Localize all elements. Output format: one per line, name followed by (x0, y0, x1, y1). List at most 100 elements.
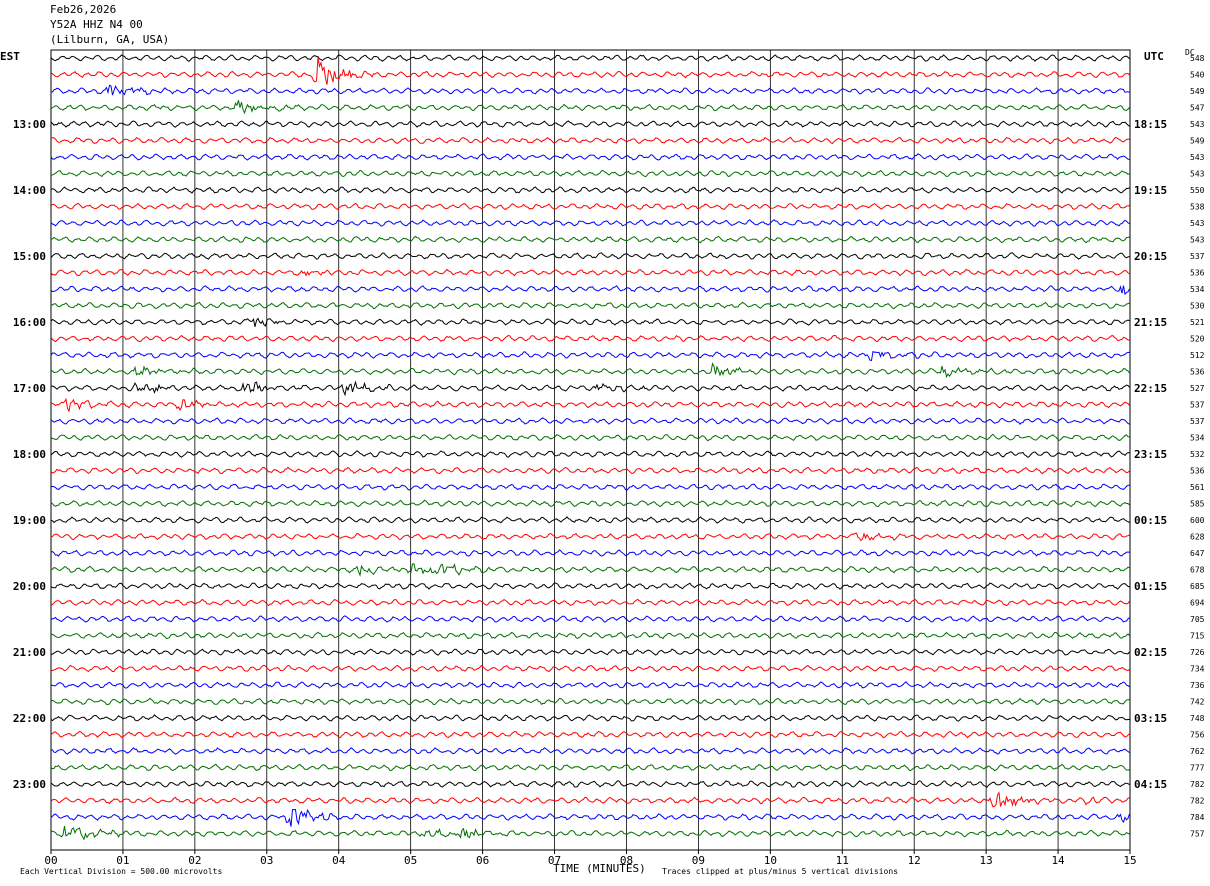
dc-offset-value: 540 (1190, 71, 1205, 80)
seismic-trace-31 (50, 549, 1130, 557)
seismic-trace-47 (50, 808, 1130, 827)
seismic-trace-3 (50, 84, 1130, 96)
dc-offset-value: 547 (1190, 104, 1205, 113)
seismic-trace-14 (50, 268, 1130, 277)
seismic-trace-20 (50, 362, 1130, 379)
seismic-trace-2 (50, 57, 1130, 85)
seismic-trace-29 (50, 516, 1130, 524)
dc-offset-value: 678 (1190, 566, 1205, 575)
x-tick-label: 02 (188, 854, 201, 867)
seismic-trace-35 (50, 615, 1130, 623)
seismic-trace-36 (50, 631, 1130, 640)
clip-note: Traces clipped at plus/minus 5 vertical … (662, 867, 899, 876)
dc-offset-value: 561 (1190, 483, 1205, 492)
dc-header-label: DC (1185, 48, 1195, 57)
dc-offset-value: 543 (1190, 120, 1205, 129)
x-tick-label: 10 (764, 854, 777, 867)
left-hour-label: 17:00 (13, 382, 46, 395)
dc-offset-value: 543 (1190, 236, 1205, 245)
dc-offset-value: 715 (1190, 632, 1205, 641)
x-tick-label: 01 (116, 854, 129, 867)
scale-note: Each Vertical Division = 500.00 microvol… (20, 867, 223, 876)
chart-date: Feb26,2026 (50, 3, 117, 16)
seismic-trace-43 (50, 747, 1130, 755)
right-hour-label: 00:15 (1134, 514, 1167, 527)
seismic-trace-18 (50, 334, 1130, 343)
seismic-trace-41 (50, 714, 1130, 722)
dc-offset-value: 532 (1190, 450, 1205, 459)
seismic-trace-5 (50, 120, 1130, 128)
x-tick-label: 12 (908, 854, 921, 867)
left-hour-label: 18:00 (13, 448, 46, 461)
seismic-trace-27 (50, 483, 1130, 491)
x-tick-label: 05 (404, 854, 417, 867)
dc-offset-value: 512 (1190, 351, 1205, 360)
dc-offset-value: 757 (1190, 830, 1205, 839)
seismic-trace-48 (50, 826, 1130, 841)
seismic-trace-37 (50, 648, 1130, 656)
x-tick-label: 04 (332, 854, 346, 867)
dc-offset-value: 543 (1190, 219, 1205, 228)
x-tick-label: 13 (980, 854, 993, 867)
dc-offset-value: 543 (1190, 153, 1205, 162)
seismic-trace-28 (50, 499, 1130, 508)
left-hour-label: 19:00 (13, 514, 46, 527)
seismic-trace-25 (50, 450, 1130, 458)
left-hour-label: 20:00 (13, 580, 46, 593)
dc-offset-value: 736 (1190, 681, 1205, 690)
seismic-trace-45 (50, 780, 1130, 788)
seismic-trace-30 (50, 532, 1130, 542)
right-hour-label: 04:15 (1134, 778, 1167, 791)
dc-offset-value: 536 (1190, 269, 1205, 278)
station-location: (Lilburn, GA, USA) (50, 33, 170, 46)
dc-offset-value: 762 (1190, 747, 1205, 756)
left-hour-label: 23:00 (13, 778, 46, 791)
station-code: Y52A HHZ N4 00 (50, 18, 143, 31)
dc-offset-value: 549 (1190, 137, 1205, 146)
dc-offset-value: 534 (1190, 434, 1205, 443)
dc-offset-value: 685 (1190, 582, 1205, 591)
dc-offset-value: 748 (1190, 714, 1205, 723)
right-hour-label: 18:15 (1134, 118, 1167, 131)
dc-offset-value: 530 (1190, 302, 1205, 311)
left-hour-label: 13:00 (13, 118, 46, 131)
dc-offset-value: 694 (1190, 599, 1205, 608)
right-timezone-label: UTC (1144, 50, 1164, 63)
left-timezone-label: EST (0, 50, 20, 63)
seismic-trace-46 (50, 791, 1130, 808)
x-tick-label: 08 (620, 854, 633, 867)
seismic-trace-16 (50, 301, 1130, 310)
right-hour-label: 21:15 (1134, 316, 1167, 329)
x-tick-label: 15 (1123, 854, 1136, 867)
left-hour-label: 15:00 (13, 250, 46, 263)
seismic-trace-10 (50, 202, 1130, 211)
dc-offset-value: 756 (1190, 731, 1205, 740)
dc-offset-value: 537 (1190, 401, 1205, 410)
x-tick-label: 03 (260, 854, 273, 867)
dc-offset-value: 628 (1190, 533, 1205, 542)
dc-offset-value: 548 (1190, 54, 1205, 63)
dc-offset-value: 549 (1190, 87, 1205, 96)
dc-offset-value: 550 (1190, 186, 1205, 195)
seismic-trace-23 (50, 417, 1130, 425)
seismic-trace-11 (50, 219, 1130, 227)
dc-offset-value: 784 (1190, 813, 1205, 822)
dc-offset-value: 705 (1190, 615, 1205, 624)
x-tick-label: 09 (692, 854, 705, 867)
seismic-trace-4 (50, 100, 1130, 115)
seismic-trace-12 (50, 235, 1130, 244)
dc-offset-value: 538 (1190, 203, 1205, 212)
seismic-trace-17 (50, 317, 1130, 327)
right-hour-label: 20:15 (1134, 250, 1167, 263)
seismic-trace-39 (50, 681, 1130, 689)
seismic-trace-34 (50, 598, 1130, 607)
right-hour-label: 22:15 (1134, 382, 1167, 395)
seismic-trace-15 (50, 285, 1130, 296)
seismic-trace-40 (50, 697, 1130, 706)
x-tick-label: 06 (476, 854, 489, 867)
left-hour-label: 14:00 (13, 184, 46, 197)
seismic-trace-1 (50, 54, 1130, 62)
right-hour-label: 01:15 (1134, 580, 1167, 593)
dc-offset-value: 536 (1190, 467, 1205, 476)
